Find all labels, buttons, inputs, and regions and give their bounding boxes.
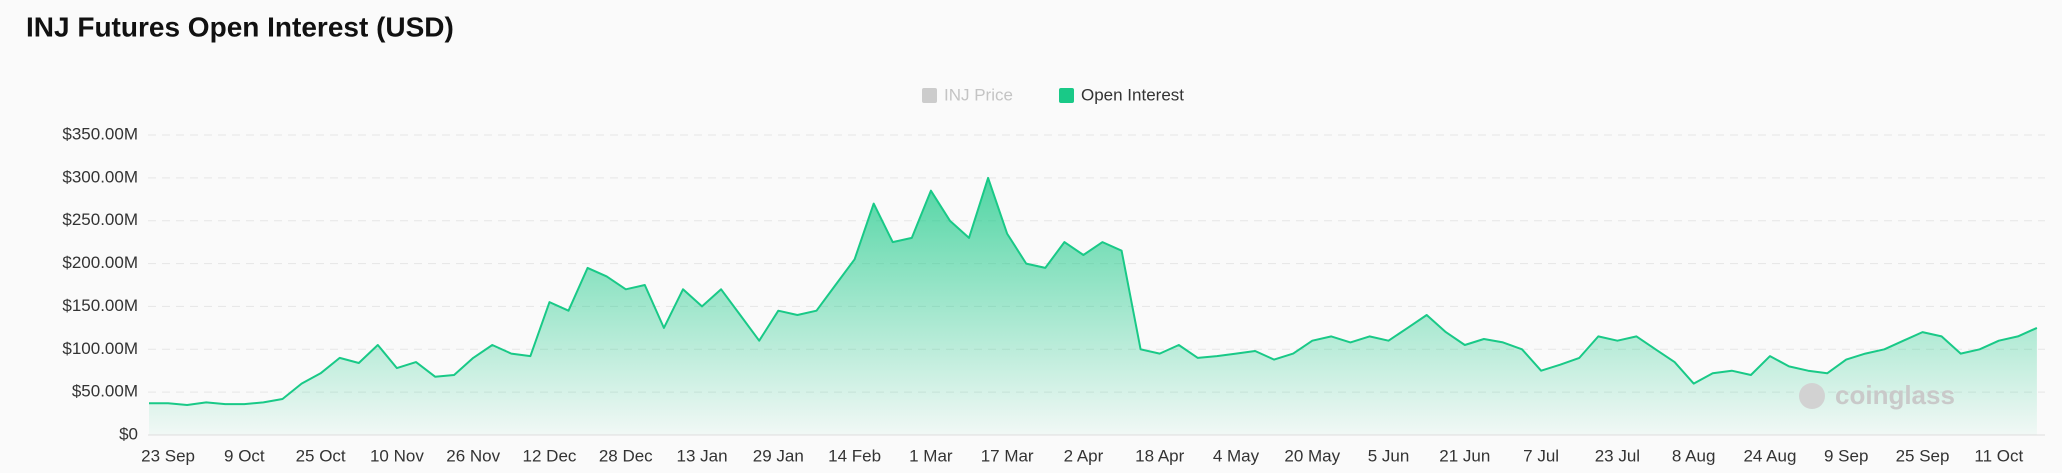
x-tick-label: 13 Jan (677, 446, 728, 465)
watermark-text: coinglass (1835, 380, 1955, 410)
x-tick-label: 14 Feb (828, 446, 881, 465)
x-tick-label: 29 Jan (753, 446, 804, 465)
x-tick-label: 8 Aug (1672, 446, 1716, 465)
legend-label: INJ Price (944, 85, 1013, 104)
x-tick-label: 26 Nov (446, 446, 500, 465)
x-tick-label: 1 Mar (909, 446, 953, 465)
y-tick-label: $300.00M (62, 167, 138, 186)
x-tick-label: 10 Nov (370, 446, 424, 465)
x-tick-label: 7 Jul (1523, 446, 1559, 465)
y-tick-label: $350.00M (62, 124, 138, 143)
x-tick-label: 25 Oct (296, 446, 346, 465)
x-tick-label: 9 Sep (1824, 446, 1868, 465)
x-tick-label: 5 Jun (1368, 446, 1410, 465)
y-tick-label: $250.00M (62, 210, 138, 229)
y-tick-label: $200.00M (62, 253, 138, 272)
x-tick-label: 23 Sep (141, 446, 195, 465)
x-tick-label: 9 Oct (224, 446, 265, 465)
watermark-icon (1799, 383, 1825, 409)
chart-title: INJ Futures Open Interest (USD) (26, 11, 454, 42)
watermark: coinglass (1799, 380, 1955, 410)
area-fill (149, 177, 2037, 435)
y-tick-label: $0 (119, 424, 138, 443)
y-tick-label: $150.00M (62, 296, 138, 315)
series-line (149, 176, 2038, 406)
x-tick-label: 18 Apr (1135, 446, 1184, 465)
x-tick-label: 4 May (1213, 446, 1260, 465)
x-tick-label: 25 Sep (1896, 446, 1950, 465)
legend-label: Open Interest (1081, 85, 1184, 104)
x-tick-label: 20 May (1284, 446, 1340, 465)
x-tick-label: 23 Jul (1595, 446, 1640, 465)
x-tick-label: 21 Jun (1439, 446, 1490, 465)
x-tick-label: 24 Aug (1743, 446, 1796, 465)
x-tick-label: 2 Apr (1064, 446, 1104, 465)
y-tick-label: $50.00M (72, 382, 138, 401)
x-tick-label: 11 Oct (1974, 446, 2023, 465)
x-tick-label: 17 Mar (981, 446, 1034, 465)
legend-swatch (1059, 88, 1074, 103)
y-tick-label: $100.00M (62, 339, 138, 358)
x-tick-label: 12 Dec (523, 446, 577, 465)
x-tick-label: 28 Dec (599, 446, 653, 465)
legend-swatch (922, 88, 937, 103)
